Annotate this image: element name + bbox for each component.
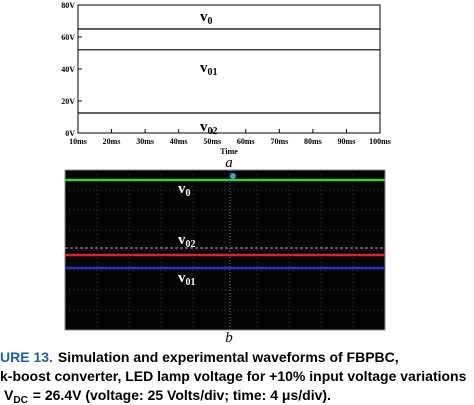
annotation-subscript: 01 [186,277,196,288]
annotation-subscript: 0 [208,16,213,27]
annotation: v0 [178,181,191,199]
annotation-subscript: 02 [208,126,218,137]
y-tick-label: 60V [61,33,75,42]
y-tick-label: 80V [61,1,75,10]
annotation-text: v [200,9,208,25]
panel-label: b [225,330,233,346]
x-tick-label: 60ms [237,137,255,146]
annotation-text: v [200,60,208,76]
caption-line: k-boost converter, LED lamp voltage for … [0,368,467,384]
caption-text: = 26.4V (voltage: 25 Volts/div; time: 4 … [33,387,331,403]
annotation: v0 [200,9,213,27]
annotation-text: v [178,181,186,197]
annotation: v02 [200,119,218,137]
scope-screen [64,169,386,331]
y-tick-label: 0V [65,129,75,138]
trigger-marker [230,173,236,179]
x-tick-label: 70ms [270,137,288,146]
caption-text: V [4,387,14,403]
x-tick-label: 40ms [170,137,188,146]
annotation-text: v [178,232,186,248]
y-tick-label: 40V [61,65,75,74]
annotation-text: v [178,270,186,286]
annotation-subscript: 0 [186,188,191,199]
caption-line: URE 13. Simulation and experimental wavef… [0,349,399,365]
y-tick-label: 20V [61,97,75,106]
caption-text: Simulation and experimental waveforms of… [58,349,399,365]
x-tick-label: 80ms [304,137,322,146]
x-tick-label: 90ms [338,137,356,146]
annotation-subscript: 02 [186,239,196,250]
x-axis-label: Time [220,147,238,156]
annotation-subscript: 01 [208,67,218,78]
x-tick-label: 10ms [69,137,87,146]
x-tick-label: 100ms [369,137,391,146]
caption-line: VDC = 26.4V (voltage: 25 Volts/div; time:… [4,387,331,405]
plot-frame [77,4,381,134]
panel-label: a [225,155,233,171]
scope-grid [65,170,385,330]
caption-subscript: DC [13,395,27,405]
x-tick-label: 50ms [203,137,221,146]
x-tick-label: 30ms [136,137,154,146]
annotation: v01 [178,270,196,288]
x-tick-label: 20ms [103,137,121,146]
annotation: v01 [200,60,218,78]
figure-label: URE 13. [0,349,53,365]
annotation: v02 [178,232,196,250]
annotation-text: v [200,119,208,135]
